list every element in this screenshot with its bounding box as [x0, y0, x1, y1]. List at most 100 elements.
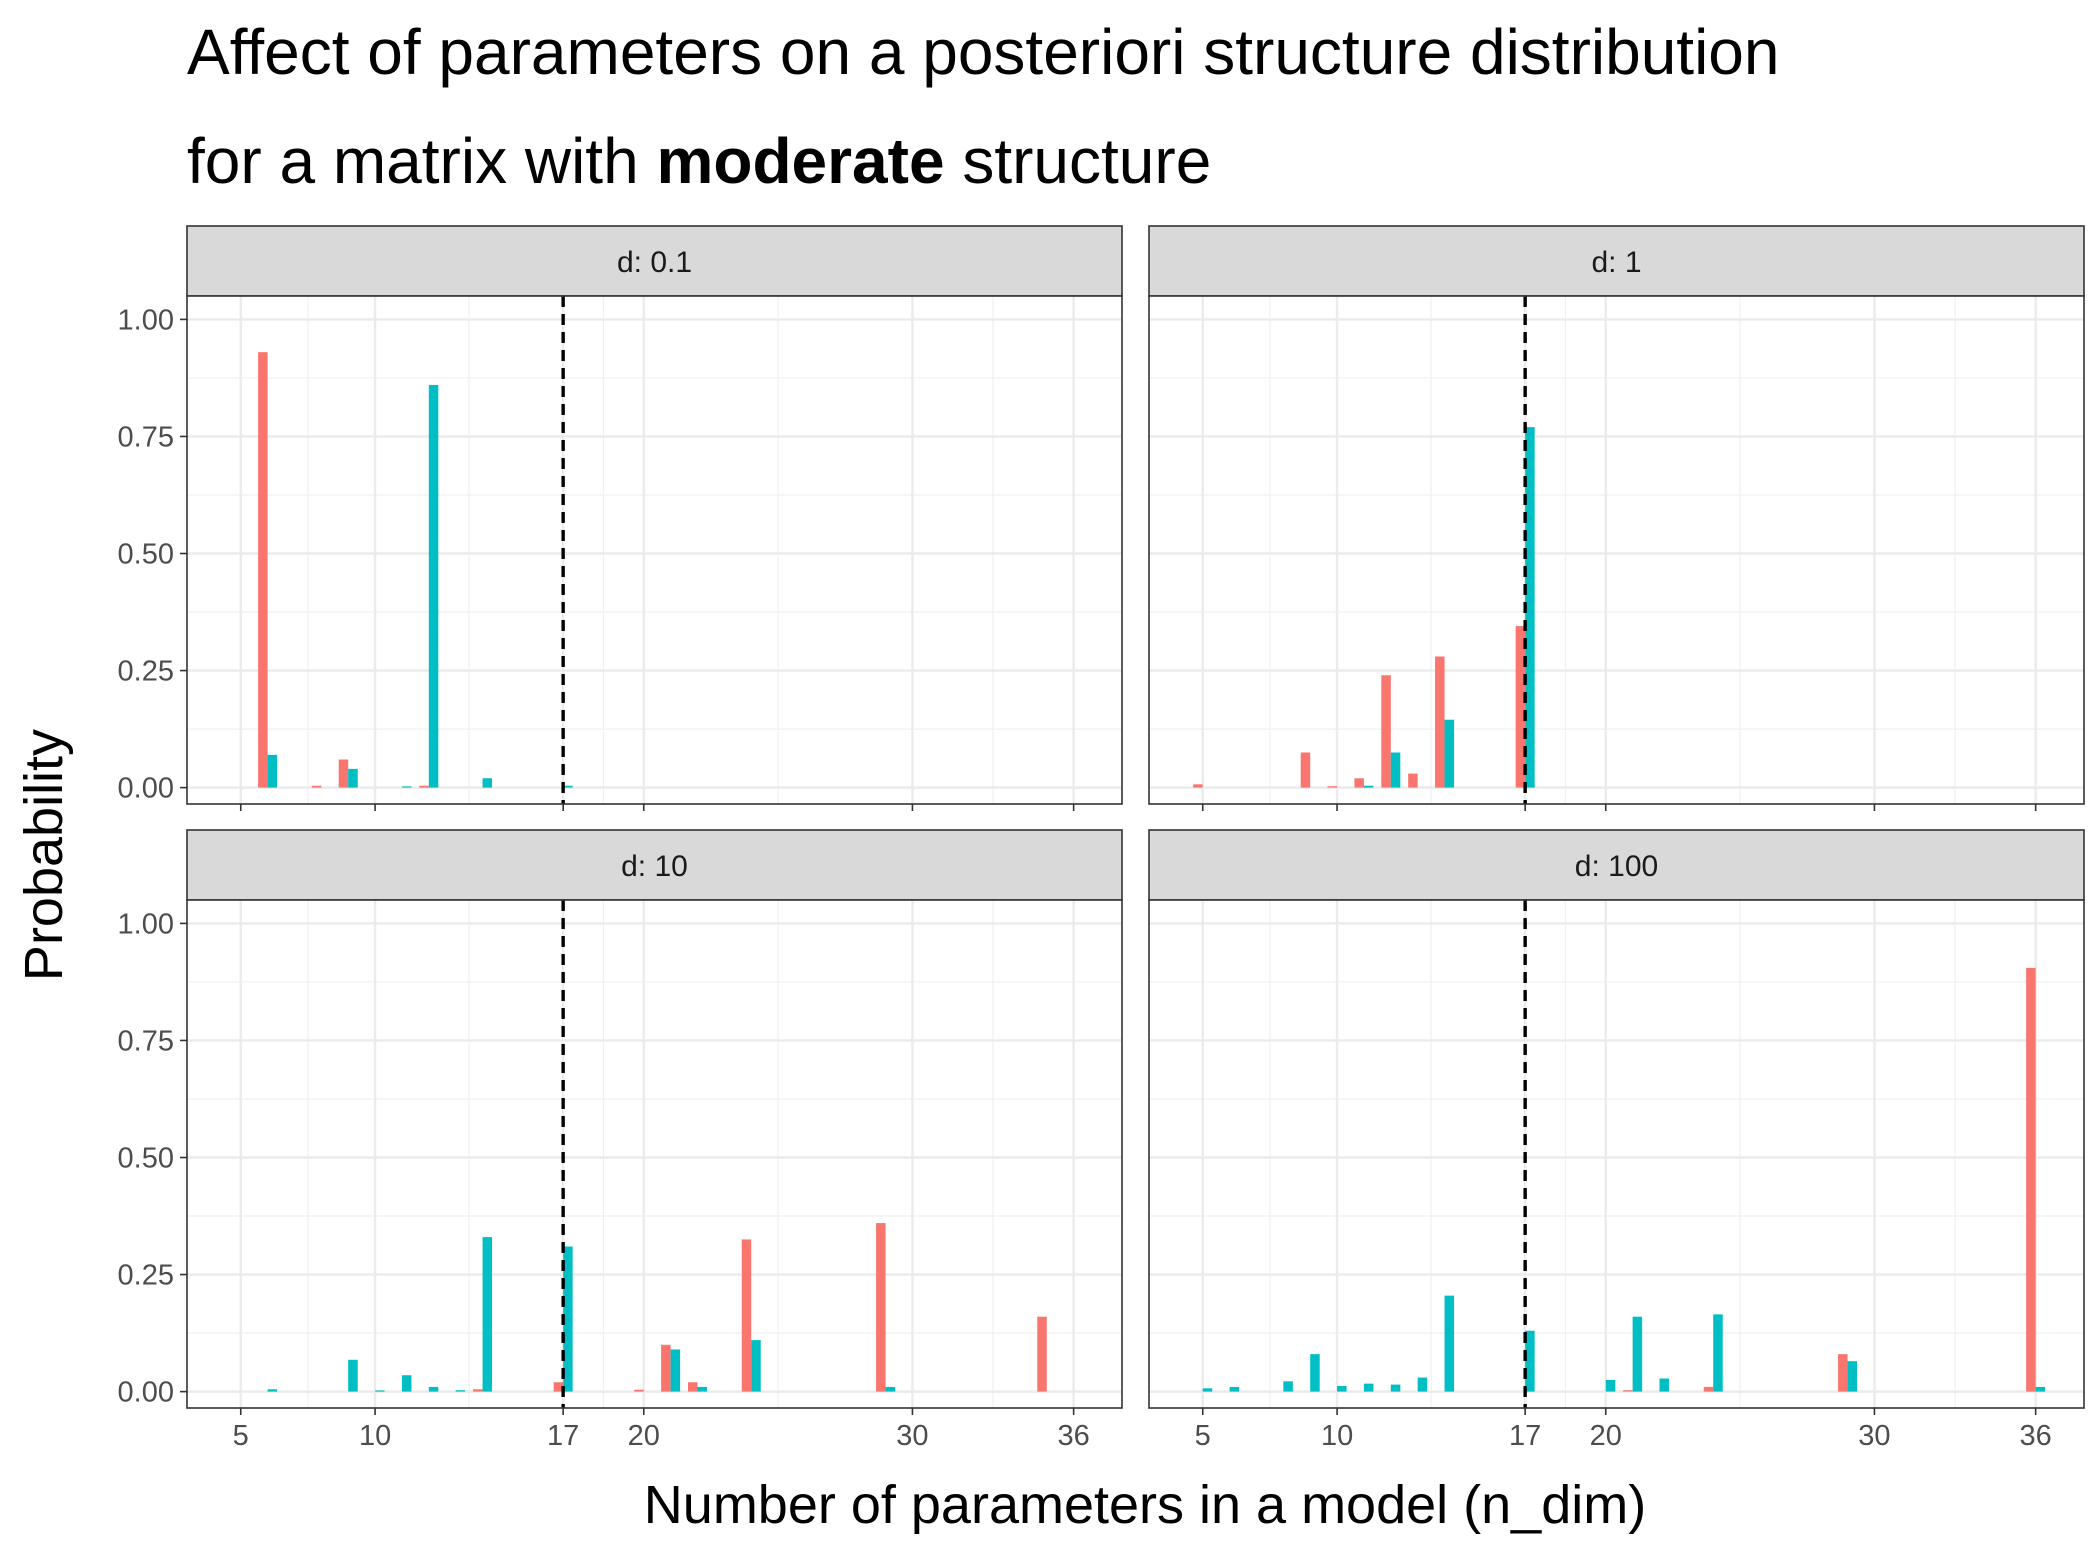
bar	[553, 1382, 564, 1392]
panel-border	[1148, 295, 2085, 805]
bar	[1390, 1384, 1401, 1392]
x-tick-label: 5	[233, 1420, 249, 1452]
x-tick-label: 10	[359, 1420, 391, 1452]
facet-panel-3: d: 10 0.00 0.25 0.50 0.75 1.00 5 10 17 20 30 36	[118, 829, 1123, 1452]
bar	[1202, 1388, 1213, 1392]
bar	[267, 1389, 278, 1392]
y-tick-label: 0.75	[118, 1025, 174, 1057]
bar	[1525, 1330, 1535, 1392]
bar	[670, 1349, 681, 1392]
bar	[482, 1237, 493, 1392]
bar	[661, 1344, 671, 1392]
panel-background	[1149, 296, 2084, 804]
bar	[311, 785, 322, 788]
bar	[751, 1340, 761, 1392]
bar	[348, 1359, 358, 1392]
chart-title-suffix: structure	[945, 125, 1212, 197]
bar	[687, 1382, 698, 1392]
facet-panels: d: 0.1 0.00 0.25 0.50 0.75 1.00 d: 1 d: 10 0.00 0…	[118, 225, 2085, 1452]
chart-title-emphasis: moderate	[656, 125, 944, 197]
bar	[1847, 1361, 1858, 1392]
x-axis-title: Number of parameters in a model (n_dim)	[644, 1475, 1646, 1535]
bar	[1417, 1377, 1428, 1392]
y-tick-label: 0.75	[118, 421, 174, 453]
facet-strip-label: d: 0.1	[617, 246, 692, 279]
chart-title-line-2: for a matrix with moderate structure	[187, 125, 1211, 197]
bar	[1605, 1379, 1616, 1392]
bar	[1354, 778, 1364, 788]
facet-strip-label: d: 1	[1591, 246, 1641, 279]
bar	[1623, 1390, 1633, 1392]
y-tick-label: 0.00	[118, 1377, 174, 1409]
chart-title-prefix: for a matrix with	[187, 125, 656, 197]
bar	[419, 785, 429, 788]
bar	[2026, 967, 2036, 1392]
facet-strip	[186, 225, 1123, 297]
bar	[1193, 784, 1203, 788]
y-tick-label: 1.00	[118, 304, 174, 336]
bar	[1327, 786, 1338, 788]
bar	[1515, 626, 1526, 788]
bar	[1444, 1295, 1455, 1392]
y-tick-label: 1.00	[118, 908, 174, 940]
bar	[428, 384, 439, 788]
bar	[258, 352, 268, 788]
panel-background	[187, 900, 1122, 1408]
x-tick-label: 17	[1509, 1420, 1541, 1452]
bar	[1838, 1354, 1848, 1392]
bar	[563, 1246, 573, 1392]
y-tick-label: 0.50	[118, 1143, 174, 1175]
x-tick-label: 17	[547, 1420, 579, 1452]
x-tick-label: 20	[1590, 1420, 1622, 1452]
x-tick-label: 20	[628, 1420, 660, 1452]
x-tick-label: 10	[1321, 1420, 1353, 1452]
facet-panel-2: d: 1	[1148, 225, 2085, 811]
bar	[401, 786, 412, 788]
bar	[2035, 1386, 2046, 1392]
facet-panel-1: d: 0.1 0.00 0.25 0.50 0.75 1.00	[118, 225, 1123, 811]
y-axis-title: Probability	[14, 729, 74, 981]
y-tick-label: 0.25	[118, 1260, 174, 1292]
bar	[1444, 719, 1455, 788]
bar	[885, 1386, 896, 1392]
x-tick-label: 30	[896, 1420, 928, 1452]
y-tick-label: 0.00	[118, 773, 174, 805]
bar	[876, 1223, 886, 1392]
bar	[348, 768, 358, 788]
bar	[1659, 1378, 1669, 1392]
bar	[338, 759, 349, 788]
x-tick-label: 36	[2020, 1420, 2052, 1452]
panel-border	[186, 295, 1123, 805]
y-tick-label: 0.25	[118, 656, 174, 688]
facet-strip	[1148, 829, 2085, 901]
bar	[1337, 1385, 1347, 1392]
bar	[1525, 427, 1535, 788]
bar	[1408, 773, 1418, 788]
bar	[267, 754, 278, 788]
chart-title-line-1: Affect of parameters on a posteriori str…	[187, 16, 1779, 88]
bar	[375, 1390, 385, 1392]
bar	[1703, 1386, 1714, 1392]
bar	[1300, 752, 1311, 788]
bar	[697, 1386, 707, 1392]
panel-background	[187, 296, 1122, 804]
facet-strip	[1148, 225, 2085, 297]
bar	[1713, 1314, 1723, 1392]
bar	[473, 1389, 483, 1392]
facet-strip-label: d: 100	[1575, 850, 1658, 883]
panel-border	[186, 899, 1123, 1409]
bar	[1390, 752, 1401, 788]
x-tick-label: 36	[1058, 1420, 1090, 1452]
bar	[1363, 1383, 1374, 1392]
facet-panel-4: d: 100 5 10 17 20 30 36	[1148, 829, 2085, 1452]
bar	[1381, 675, 1391, 788]
bar	[563, 785, 573, 788]
bar	[455, 1390, 466, 1392]
bar	[741, 1239, 752, 1392]
panel-border	[1148, 899, 2085, 1409]
bar	[1363, 785, 1374, 788]
x-tick-label: 30	[1858, 1420, 1890, 1452]
bar	[1310, 1354, 1320, 1392]
bar	[1037, 1316, 1047, 1392]
